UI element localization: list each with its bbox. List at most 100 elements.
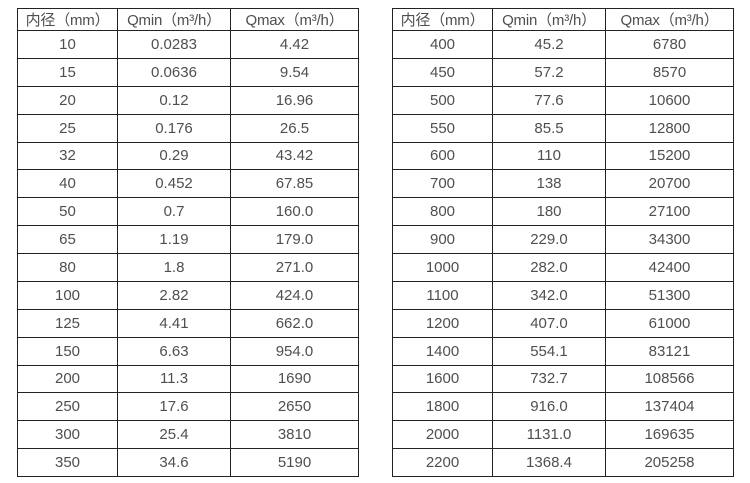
table-row: 2000 1131.0 169635 bbox=[392, 420, 734, 450]
table-cell: 16.96 bbox=[230, 85, 359, 115]
table-cell: 200 bbox=[17, 364, 118, 394]
table-row: 700 138 20700 bbox=[392, 169, 734, 199]
header-row: 内径（mm） Qmin（m³/h） Qmax（m³/h） bbox=[17, 8, 359, 31]
table-cell: 27100 bbox=[605, 197, 734, 227]
table-row: 50 0.7 160.0 bbox=[17, 197, 359, 227]
table-cell: 600 bbox=[392, 141, 493, 171]
table-cell: 9.54 bbox=[230, 57, 359, 87]
table-cell: 1600 bbox=[392, 364, 493, 394]
table-row: 20 0.12 16.96 bbox=[17, 85, 359, 115]
table-row: 550 85.5 12800 bbox=[392, 113, 734, 143]
table-cell: 900 bbox=[392, 225, 493, 254]
table-cell: 34300 bbox=[605, 225, 734, 254]
table-cell: 180 bbox=[492, 197, 606, 227]
table-cell: 10 bbox=[17, 30, 118, 59]
table-cell: 77.6 bbox=[492, 85, 606, 115]
table-row: 1000 282.0 42400 bbox=[392, 253, 734, 282]
column-header: Qmin（m³/h） bbox=[117, 8, 231, 31]
table-row: 15 0.0636 9.54 bbox=[17, 57, 359, 87]
table-cell: 26.5 bbox=[230, 113, 359, 143]
table-cell: 342.0 bbox=[492, 280, 606, 310]
table-cell: 125 bbox=[17, 308, 118, 338]
table-cell: 1400 bbox=[392, 336, 493, 366]
table-cell: 83121 bbox=[605, 336, 734, 366]
table-cell: 57.2 bbox=[492, 57, 606, 87]
table-cell: 160.0 bbox=[230, 197, 359, 227]
table-cell: 67.85 bbox=[230, 169, 359, 199]
table-cell: 229.0 bbox=[492, 225, 606, 254]
table-cell: 85.5 bbox=[492, 113, 606, 143]
table-cell: 6780 bbox=[605, 30, 734, 59]
table-cell: 407.0 bbox=[492, 308, 606, 338]
table-cell: 350 bbox=[17, 448, 118, 477]
table-cell: 1800 bbox=[392, 392, 493, 422]
table-cell: 137404 bbox=[605, 392, 734, 422]
table-cell: 138 bbox=[492, 169, 606, 199]
table-cell: 0.176 bbox=[117, 113, 231, 143]
table-cell: 32 bbox=[17, 141, 118, 171]
table-row: 150 6.63 954.0 bbox=[17, 336, 359, 366]
table-row: 65 1.19 179.0 bbox=[17, 225, 359, 254]
table-cell: 42400 bbox=[605, 253, 734, 282]
table-row: 800 180 27100 bbox=[392, 197, 734, 227]
table-cell: 65 bbox=[17, 225, 118, 254]
table-row: 400 45.2 6780 bbox=[392, 30, 734, 59]
column-header: Qmax（m³/h） bbox=[605, 8, 734, 31]
table-cell: 424.0 bbox=[230, 280, 359, 310]
table-row: 600 110 15200 bbox=[392, 141, 734, 171]
table-cell: 4.41 bbox=[117, 308, 231, 338]
table-row: 10 0.0283 4.42 bbox=[17, 30, 359, 59]
table-cell: 61000 bbox=[605, 308, 734, 338]
table-cell: 1.8 bbox=[117, 253, 231, 282]
table-cell: 12800 bbox=[605, 113, 734, 143]
table-cell: 2200 bbox=[392, 448, 493, 477]
table-cell: 25.4 bbox=[117, 420, 231, 450]
table-cell: 954.0 bbox=[230, 336, 359, 366]
table-cell: 20 bbox=[17, 85, 118, 115]
table-row: 1800 916.0 137404 bbox=[392, 392, 734, 422]
table-cell: 450 bbox=[392, 57, 493, 87]
table-cell: 400 bbox=[392, 30, 493, 59]
table-cell: 100 bbox=[17, 280, 118, 310]
table-cell: 282.0 bbox=[492, 253, 606, 282]
table-row: 300 25.4 3810 bbox=[17, 420, 359, 450]
table-cell: 17.6 bbox=[117, 392, 231, 422]
table-cell: 300 bbox=[17, 420, 118, 450]
table-row: 350 34.6 5190 bbox=[17, 448, 359, 477]
flow-table-right: 内径（mm） Qmin（m³/h） Qmax（m³/h） 400 45.2 6780 45… bbox=[392, 8, 734, 477]
table-cell: 5190 bbox=[230, 448, 359, 477]
table-cell: 554.1 bbox=[492, 336, 606, 366]
table-cell: 25 bbox=[17, 113, 118, 143]
table-cell: 550 bbox=[392, 113, 493, 143]
table-cell: 1131.0 bbox=[492, 420, 606, 450]
table-cell: 0.29 bbox=[117, 141, 231, 171]
column-header: Qmin（m³/h） bbox=[492, 8, 606, 31]
table-cell: 108566 bbox=[605, 364, 734, 394]
table-cell: 700 bbox=[392, 169, 493, 199]
table-row: 100 2.82 424.0 bbox=[17, 280, 359, 310]
table-row: 1400 554.1 83121 bbox=[392, 336, 734, 366]
table-row: 1200 407.0 61000 bbox=[392, 308, 734, 338]
table-cell: 50 bbox=[17, 197, 118, 227]
table-cell: 43.42 bbox=[230, 141, 359, 171]
table-cell: 15200 bbox=[605, 141, 734, 171]
table-row: 500 77.6 10600 bbox=[392, 85, 734, 115]
table-row: 1100 342.0 51300 bbox=[392, 280, 734, 310]
table-cell: 11.3 bbox=[117, 364, 231, 394]
table-cell: 1100 bbox=[392, 280, 493, 310]
table-cell: 205258 bbox=[605, 448, 734, 477]
table-cell: 800 bbox=[392, 197, 493, 227]
table-cell: 4.42 bbox=[230, 30, 359, 59]
header-row: 内径（mm） Qmin（m³/h） Qmax（m³/h） bbox=[392, 8, 734, 31]
column-header: Qmax（m³/h） bbox=[230, 8, 359, 31]
table-cell: 3810 bbox=[230, 420, 359, 450]
table-cell: 20700 bbox=[605, 169, 734, 199]
table-cell: 1200 bbox=[392, 308, 493, 338]
table-cell: 6.63 bbox=[117, 336, 231, 366]
table-cell: 150 bbox=[17, 336, 118, 366]
table-row: 32 0.29 43.42 bbox=[17, 141, 359, 171]
table-cell: 0.12 bbox=[117, 85, 231, 115]
table-cell: 169635 bbox=[605, 420, 734, 450]
table-cell: 271.0 bbox=[230, 253, 359, 282]
